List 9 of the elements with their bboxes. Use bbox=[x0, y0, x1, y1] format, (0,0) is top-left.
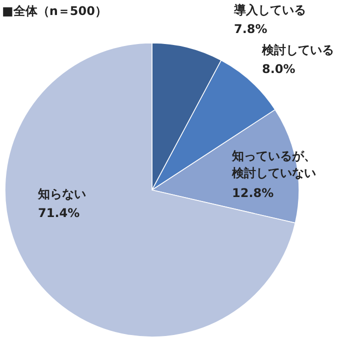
slice-label: 導入している bbox=[234, 2, 306, 19]
slice-label: 知っているが、検討していない bbox=[232, 148, 317, 182]
chart-title: ■全体（n＝500） bbox=[2, 3, 107, 20]
slice-label: 知らない bbox=[38, 186, 86, 203]
slice-label: 検討している bbox=[262, 42, 334, 59]
data-label: 12.8% bbox=[232, 184, 275, 202]
data-label: 8.0% bbox=[262, 61, 296, 78]
data-label: 71.4% bbox=[38, 205, 81, 222]
data-label: 7.8% bbox=[234, 21, 268, 38]
